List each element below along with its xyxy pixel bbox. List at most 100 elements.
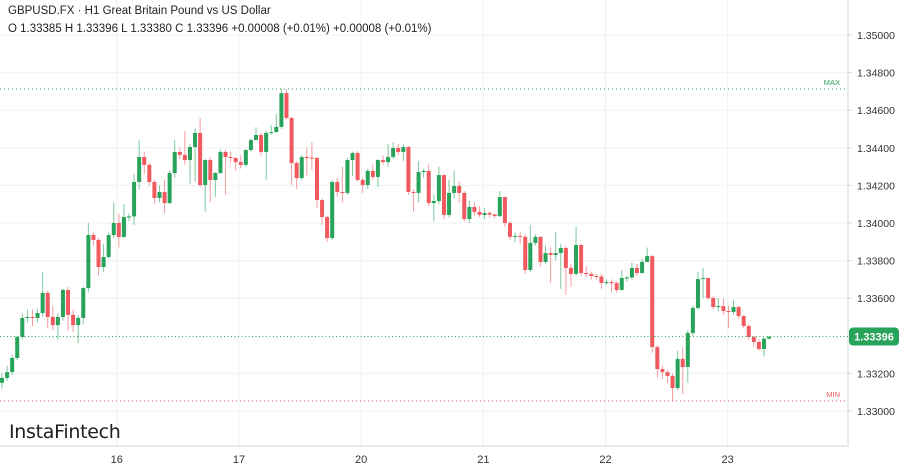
candle-body-up — [269, 132, 274, 134]
candle-body-down — [142, 157, 147, 165]
candle-body-down — [457, 185, 462, 193]
candle-body-down — [579, 244, 584, 274]
candle-body-down — [614, 283, 619, 290]
candle-body-up — [391, 147, 396, 158]
candle-body-up — [101, 257, 106, 267]
candle-body-up — [513, 235, 518, 237]
candle-body-down — [91, 235, 96, 240]
candle-body-up — [452, 185, 457, 193]
candle-body-up — [106, 235, 111, 258]
candle-body-down — [147, 164, 152, 183]
candle-body-down — [233, 157, 238, 163]
candle-body-up — [574, 244, 579, 274]
candle-body-up — [5, 372, 10, 378]
candle-body-down — [335, 182, 340, 192]
candle-body-up — [553, 253, 558, 255]
candle-body-up — [127, 216, 131, 218]
candle-body-down — [71, 314, 76, 326]
candle-body-down — [650, 256, 655, 348]
candle-body-down — [411, 191, 416, 193]
candle-body-down — [304, 157, 309, 159]
candle-body-up — [695, 279, 700, 308]
candle-body-down — [518, 235, 523, 237]
candle-body-up — [157, 191, 162, 198]
candle-body-up — [20, 317, 25, 337]
y-tick-label: 1.34800 — [857, 68, 895, 80]
candle-body-down — [746, 326, 751, 337]
candle-body-down — [162, 191, 167, 204]
y-tick-label: 1.33000 — [857, 406, 895, 418]
candle-body-down — [741, 316, 746, 327]
candle-body-up — [81, 288, 86, 318]
candle-body-up — [640, 261, 645, 274]
candle-body-up — [365, 170, 370, 186]
y-tick-label: 1.33800 — [857, 256, 895, 268]
candle-body-down — [355, 153, 360, 180]
candle-body-up — [401, 147, 406, 152]
candle-body-up — [40, 292, 45, 314]
max-label: MAX — [824, 78, 840, 87]
candle-body-up — [203, 160, 208, 186]
candle-body-up — [248, 140, 253, 151]
candle-body-up — [35, 313, 40, 318]
candle-body-up — [543, 253, 548, 262]
candle-body-down — [502, 197, 507, 223]
candle-body-down — [370, 170, 375, 177]
candle-body-up — [350, 153, 355, 161]
candle-body-up — [690, 307, 695, 333]
candle-body-down — [538, 236, 543, 262]
x-tick-label: 17 — [233, 454, 245, 466]
candle-body-down — [426, 170, 431, 204]
candle-body-down — [477, 211, 482, 215]
x-tick-label: 20 — [355, 454, 367, 466]
candle-body-up — [716, 306, 721, 308]
x-tick-label: 23 — [722, 454, 734, 466]
candle-body-up — [731, 307, 736, 312]
candle-body-up — [132, 182, 137, 217]
candle-body-down — [655, 347, 660, 370]
candle-body-down — [208, 160, 213, 180]
candle-body-down — [325, 216, 330, 239]
candle-body-down — [670, 376, 675, 389]
candle-body-down — [340, 191, 345, 193]
candle-body-down — [751, 336, 756, 343]
candle-body-up — [193, 132, 198, 148]
candle-body-down — [660, 369, 665, 373]
candle-body-up — [243, 150, 248, 165]
candle-body-down — [50, 317, 55, 326]
candle-body-down — [309, 157, 314, 159]
candle-body-up — [10, 357, 15, 373]
candle-body-up — [375, 160, 380, 177]
candle-body-up — [264, 132, 269, 152]
candle-body-up — [213, 172, 218, 180]
candle-body-down — [492, 214, 497, 217]
y-tick-label: 1.35000 — [857, 30, 895, 42]
candle-body-down — [508, 223, 512, 237]
candle-body-up — [55, 317, 60, 326]
candle-body-down — [152, 182, 157, 198]
candle-body-down — [756, 342, 761, 349]
candle-body-down — [320, 200, 325, 217]
candle-body-up — [274, 126, 279, 133]
candle-body-up — [218, 151, 223, 173]
candle-body-up — [528, 242, 533, 270]
y-tick-label: 1.34200 — [857, 180, 895, 192]
candle-body-down — [726, 310, 731, 312]
candle-body-down — [182, 154, 187, 161]
candle-body-down — [406, 147, 411, 192]
candle-body-down — [706, 278, 711, 299]
candle-body-down — [116, 223, 121, 237]
candle-body-up — [386, 157, 391, 163]
candle-body-down — [441, 175, 446, 215]
candle-body-up — [60, 289, 65, 317]
candle-body-up — [299, 157, 304, 179]
candle-body-down — [548, 253, 553, 255]
current-price-badge — [849, 327, 899, 346]
candle-body-down — [314, 157, 319, 201]
candle-body-up — [345, 160, 350, 193]
current-price-label: 1.33396 — [854, 332, 894, 344]
candle-body-down — [736, 307, 741, 317]
candle-body-up — [675, 358, 680, 389]
candle-body-up — [701, 278, 706, 280]
